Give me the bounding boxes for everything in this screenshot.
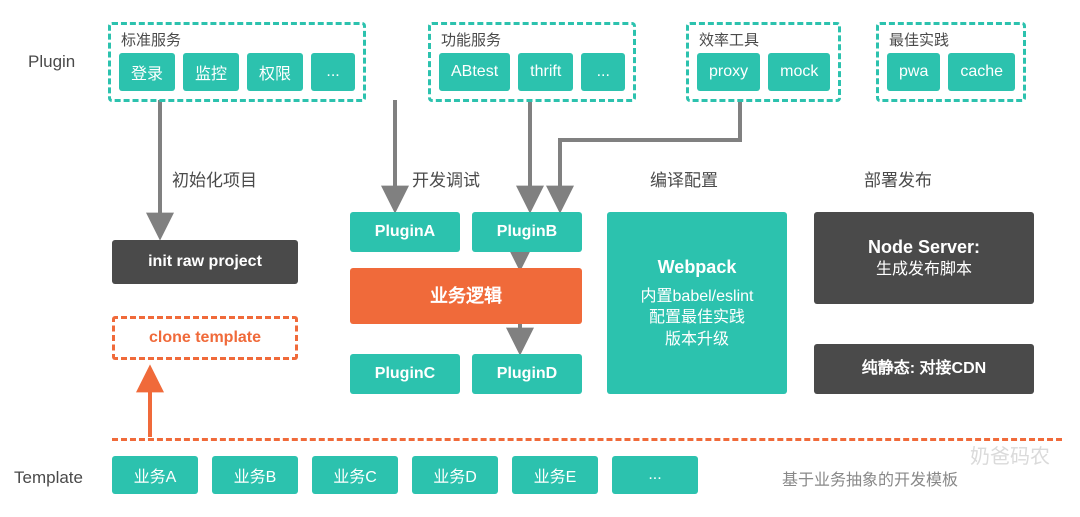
diagram-canvas: Plugin Template 标准服务 登录监控权限... 功能服务 ABte… — [0, 0, 1080, 517]
plugin-chip: 登录 — [119, 53, 175, 91]
node-server-box: Node Server: 生成发布脚本 — [814, 212, 1034, 304]
template-divider — [112, 438, 1062, 441]
plugin-chip: thrift — [518, 53, 573, 91]
plugin-b-box: PluginB — [472, 212, 582, 252]
row-label-template: Template — [14, 468, 83, 488]
stage-label-build: 编译配置 — [650, 166, 718, 191]
plugin-chip: mock — [768, 53, 830, 91]
plugin-chip: 权限 — [247, 53, 303, 91]
watermark-text: 奶爸码农 — [970, 440, 1050, 469]
webpack-line: 版本升级 — [665, 329, 729, 351]
node-sub: 生成发布脚本 — [876, 259, 972, 281]
plugin-group-best: 最佳实践 pwacache — [876, 22, 1026, 102]
plugin-chip: 监控 — [183, 53, 239, 91]
stage-label-deploy: 部署发布 — [864, 166, 932, 191]
template-chip: 业务C — [312, 456, 398, 494]
template-chip: 业务D — [412, 456, 498, 494]
plugin-chip: ... — [581, 53, 625, 91]
plugin-group-feature: 功能服务 ABtestthrift... — [428, 22, 636, 102]
plugin-chip: ... — [311, 53, 355, 91]
template-chip: 业务A — [112, 456, 198, 494]
group-title: 最佳实践 — [889, 29, 949, 50]
init-raw-box: init raw project — [112, 240, 298, 284]
plugin-c-box: PluginC — [350, 354, 460, 394]
plugin-chip: pwa — [887, 53, 940, 91]
template-chip: 业务B — [212, 456, 298, 494]
cdn-box: 纯静态: 对接CDN — [814, 344, 1034, 394]
row-label-plugin: Plugin — [28, 52, 75, 72]
template-note: 基于业务抽象的开发模板 — [782, 466, 958, 490]
biz-logic-box: 业务逻辑 — [350, 268, 582, 324]
stage-label-dev: 开发调试 — [412, 166, 480, 191]
clone-template-box: clone template — [112, 316, 298, 360]
plugin-d-box: PluginD — [472, 354, 582, 394]
webpack-line: 配置最佳实践 — [649, 307, 745, 329]
group-title: 功能服务 — [441, 29, 501, 50]
webpack-line: 内置babel/eslint — [641, 286, 754, 308]
template-chip: ... — [612, 456, 698, 494]
plugin-group-standard: 标准服务 登录监控权限... — [108, 22, 366, 102]
plugin-group-efficiency: 效率工具 proxymock — [686, 22, 841, 102]
webpack-box: Webpack 内置babel/eslint 配置最佳实践 版本升级 — [607, 212, 787, 394]
node-title: Node Server: — [868, 235, 980, 259]
group-title: 标准服务 — [121, 29, 181, 50]
template-row: 业务A 业务B 业务C 业务D 业务E... — [112, 456, 698, 494]
plugin-chip: proxy — [697, 53, 760, 91]
plugin-a-box: PluginA — [350, 212, 460, 252]
plugin-chip: ABtest — [439, 53, 510, 91]
template-chip: 业务E — [512, 456, 598, 494]
stage-label-init: 初始化项目 — [172, 166, 257, 191]
webpack-title: Webpack — [658, 255, 737, 279]
group-title: 效率工具 — [699, 29, 759, 50]
plugin-chip: cache — [948, 53, 1015, 91]
